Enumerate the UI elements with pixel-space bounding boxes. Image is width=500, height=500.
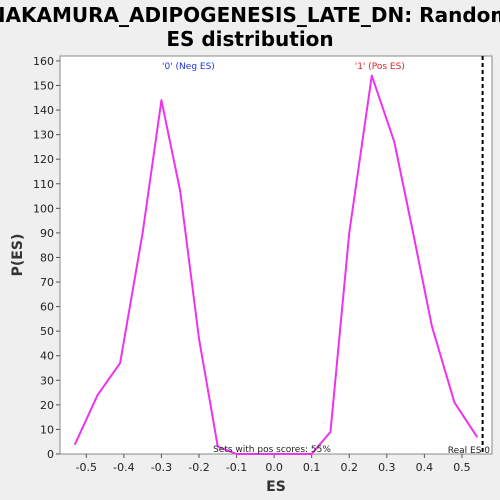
plot-area bbox=[59, 55, 493, 455]
series-layer bbox=[74, 74, 478, 455]
data-point bbox=[329, 430, 332, 433]
y-tick-label: 40 bbox=[40, 350, 54, 363]
x-tick-label: -0.5 bbox=[76, 461, 97, 474]
data-point bbox=[216, 445, 219, 448]
x-tick-label: 0.0 bbox=[265, 461, 283, 474]
y-axis-label: P(ES) bbox=[10, 234, 26, 277]
y-tick-label: 150 bbox=[33, 79, 54, 92]
x-tick-label: 0.4 bbox=[416, 461, 434, 474]
y-tick-label: 110 bbox=[33, 178, 54, 191]
y-tick-label: 30 bbox=[40, 374, 54, 387]
data-point bbox=[348, 231, 351, 234]
axis-ticks: 0 10 20 30 40 50 60 70 80 90 100 110 120 130 140 150 160… bbox=[33, 55, 471, 474]
y-tick-label: 140 bbox=[33, 104, 54, 117]
annotations-layer: '0' (Neg ES) '1' (Pos ES) Sets with pos sc… bbox=[162, 56, 490, 456]
chart-title-line1: NAKAMURA_ADIPOGENESIS_LATE_DN: Random bbox=[0, 3, 500, 27]
data-point bbox=[74, 443, 76, 446]
real-es-label: Real ES 0 bbox=[448, 446, 491, 456]
data-point bbox=[310, 453, 313, 455]
data-point bbox=[179, 190, 182, 193]
x-tick-label: -0.1 bbox=[226, 461, 247, 474]
x-tick-label: 0.3 bbox=[378, 461, 396, 474]
y-tick-label: 10 bbox=[40, 423, 54, 436]
data-point bbox=[412, 231, 415, 234]
y-tick-label: 70 bbox=[40, 276, 54, 289]
y-tick-label: 160 bbox=[33, 55, 54, 68]
data-point bbox=[235, 453, 238, 455]
y-tick-label: 100 bbox=[33, 202, 54, 215]
data-point bbox=[453, 401, 456, 404]
data-point bbox=[141, 231, 144, 234]
data-point bbox=[393, 141, 396, 143]
y-tick-label: 20 bbox=[40, 399, 54, 412]
x-tick-label: 0.1 bbox=[303, 461, 321, 474]
y-tick-label: 120 bbox=[33, 153, 54, 166]
x-tick-label: -0.2 bbox=[188, 461, 209, 474]
es-distribution-line bbox=[74, 74, 478, 455]
chart-title-line2: ES distribution bbox=[166, 27, 333, 51]
neg-es-label: '0' (Neg ES) bbox=[162, 62, 215, 72]
x-tick-label: 0.2 bbox=[341, 461, 359, 474]
y-tick-label: 80 bbox=[40, 251, 54, 264]
x-tick-label: -0.3 bbox=[151, 461, 172, 474]
pos-scores-label: Sets with pos scores: 55% bbox=[213, 445, 331, 455]
data-point bbox=[160, 99, 163, 102]
y-tick-label: 130 bbox=[33, 129, 54, 142]
data-point bbox=[96, 394, 99, 396]
data-point bbox=[119, 362, 122, 364]
data-point bbox=[370, 74, 373, 77]
y-tick-label: 60 bbox=[40, 301, 54, 314]
y-tick-label: 90 bbox=[40, 227, 54, 240]
x-tick-label: -0.4 bbox=[113, 461, 134, 474]
x-axis-label: ES bbox=[266, 479, 286, 495]
x-tick-label: 0.5 bbox=[453, 461, 471, 474]
y-tick-label: 0 bbox=[47, 448, 54, 461]
data-point bbox=[430, 325, 433, 328]
data-point bbox=[476, 435, 478, 438]
data-point bbox=[198, 337, 200, 340]
y-tick-label: 50 bbox=[40, 325, 54, 338]
pos-es-label: '1' (Pos ES) bbox=[355, 62, 405, 72]
